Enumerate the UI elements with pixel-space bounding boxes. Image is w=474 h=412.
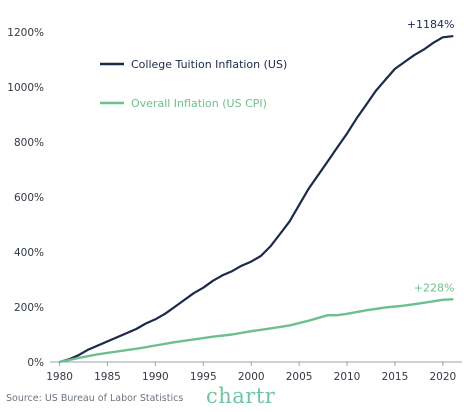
x-tick-label: 2010 bbox=[334, 371, 361, 383]
x-tick-label: 2005 bbox=[286, 371, 313, 383]
y-tick-label: 800% bbox=[14, 137, 44, 149]
x-tick-label: 2000 bbox=[238, 371, 265, 383]
source-note: Source: US Bureau of Labor Statistics bbox=[6, 393, 184, 404]
x-tick-label: 2020 bbox=[429, 371, 456, 383]
brand-logo: chartr bbox=[206, 384, 276, 408]
x-tick-label: 1990 bbox=[142, 371, 169, 383]
series-line-1 bbox=[58, 298, 454, 364]
series-line-0 bbox=[58, 35, 454, 364]
end-label-0: +1184% bbox=[407, 18, 455, 31]
y-tick-label: 600% bbox=[14, 192, 44, 204]
end-label-1: +228% bbox=[414, 281, 455, 294]
y-tick-label: 200% bbox=[14, 302, 44, 314]
y-tick-label: 400% bbox=[14, 247, 44, 259]
x-tick-label: 1985 bbox=[94, 371, 121, 383]
y-tick-label: 1000% bbox=[7, 82, 44, 94]
x-tick-label: 1980 bbox=[46, 371, 73, 383]
x-tick-label: 2015 bbox=[382, 371, 409, 383]
y-tick-label: 1200% bbox=[7, 27, 44, 39]
y-tick-label: 0% bbox=[27, 357, 44, 369]
x-tick-label: 1995 bbox=[190, 371, 217, 383]
legend-label-0: College Tuition Inflation (US) bbox=[131, 58, 287, 71]
legend-label-1: Overall Inflation (US CPI) bbox=[131, 97, 267, 110]
